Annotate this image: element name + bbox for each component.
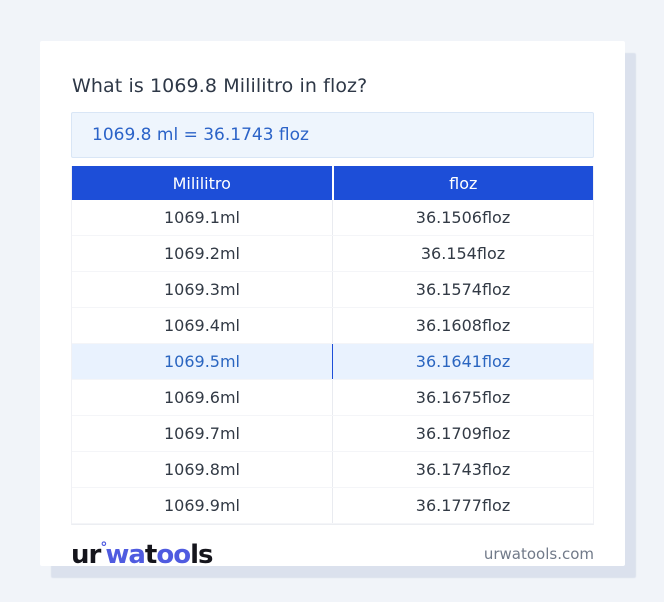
conversion-result-box: 1069.8 ml = 36.1743 floz bbox=[71, 112, 594, 158]
cell-ml: 1069.8ml bbox=[72, 452, 333, 487]
logo-text-dark: ur bbox=[71, 539, 101, 570]
table-row[interactable]: 1069.1ml 36.1506floz bbox=[72, 200, 593, 236]
logo-text-dark: ls bbox=[190, 539, 213, 570]
cell-ml: 1069.7ml bbox=[72, 416, 333, 451]
table-row[interactable]: 1069.9ml 36.1777floz bbox=[72, 488, 593, 524]
cell-floz: 36.1743floz bbox=[415, 460, 511, 479]
cell-ml: 1069.2ml bbox=[72, 236, 333, 271]
conversion-result-text: 1069.8 ml = 36.1743 floz bbox=[92, 125, 309, 145]
converter-card: What is 1069.8 Mililitro in floz? 1069.8… bbox=[40, 41, 625, 568]
cell-ml: 1069.3ml bbox=[72, 272, 333, 307]
table-row[interactable]: 1069.3ml 36.1574floz bbox=[72, 272, 593, 308]
logo-text-blue: oo bbox=[156, 539, 191, 570]
cell-floz: 36.1675floz bbox=[415, 388, 511, 407]
cell-ml: 1069.9ml bbox=[72, 488, 333, 523]
table-header-mililitro: Mililitro bbox=[72, 166, 334, 200]
page-title: What is 1069.8 Mililitro in floz? bbox=[72, 75, 368, 97]
logo-degree-icon: ° bbox=[100, 539, 107, 556]
table-header-floz: floz bbox=[449, 173, 478, 193]
cell-ml: 1069.1ml bbox=[72, 200, 333, 235]
table-row[interactable]: 1069.7ml 36.1709floz bbox=[72, 416, 593, 452]
conversion-table: Mililitro floz 1069.1ml 36.1506floz 1069… bbox=[71, 166, 594, 525]
cell-floz: 36.1506floz bbox=[415, 208, 511, 227]
cell-floz: 36.1608floz bbox=[415, 316, 511, 335]
cell-floz: 36.1709floz bbox=[415, 424, 511, 443]
table-row[interactable]: 1069.8ml 36.1743floz bbox=[72, 452, 593, 488]
table-row[interactable]: 1069.2ml 36.154floz bbox=[72, 236, 593, 272]
footer-site-url: urwatools.com bbox=[483, 545, 594, 563]
table-header-row: Mililitro floz bbox=[72, 166, 593, 200]
table-row-highlighted[interactable]: 1069.5ml 36.1641floz bbox=[72, 344, 593, 380]
footer: ur°watools urwatools.com bbox=[71, 534, 594, 574]
table-row[interactable]: 1069.4ml 36.1608floz bbox=[72, 308, 593, 344]
logo-text-dark: t bbox=[144, 539, 157, 570]
cell-ml: 1069.6ml bbox=[72, 380, 333, 415]
cell-floz: 36.1574floz bbox=[415, 280, 511, 299]
cell-floz: 36.154floz bbox=[420, 244, 506, 263]
logo-text-blue: wa bbox=[105, 539, 146, 570]
table-row[interactable]: 1069.6ml 36.1675floz bbox=[72, 380, 593, 416]
urwatools-logo[interactable]: ur°watools bbox=[71, 539, 214, 570]
cell-floz: 36.1777floz bbox=[415, 496, 511, 515]
cell-floz: 36.1641floz bbox=[415, 352, 511, 371]
cell-ml: 1069.5ml bbox=[72, 344, 333, 379]
cell-ml: 1069.4ml bbox=[72, 308, 333, 343]
